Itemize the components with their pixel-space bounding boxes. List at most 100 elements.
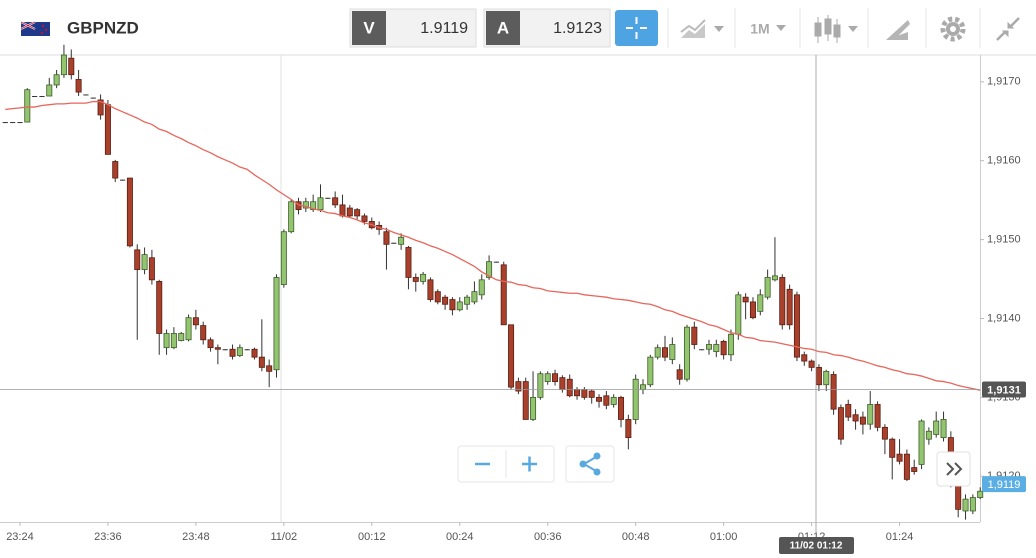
candle-body: [588, 390, 595, 398]
candle-body: [464, 296, 471, 305]
candle-body: [574, 389, 581, 397]
settings-button[interactable]: [940, 16, 966, 42]
last-price: 1,9119: [988, 479, 1021, 491]
candle-body: [10, 122, 16, 124]
candle-body: [471, 291, 478, 303]
ask-badge: [486, 11, 520, 45]
last-price-badge: [982, 476, 1026, 493]
candle-body: [647, 356, 654, 386]
x-tick-label: 00:12: [358, 531, 386, 543]
candle-body: [618, 396, 625, 420]
timeframe-arrow: [776, 25, 786, 31]
candle-body: [346, 207, 353, 217]
candle-body: [427, 279, 434, 300]
bid-label: V: [363, 18, 375, 37]
y-tick-label: 1,9160: [987, 155, 1021, 167]
candle-body: [596, 396, 603, 402]
candle-body: [705, 344, 712, 350]
candle-body: [119, 179, 126, 181]
x-tick-label: 23:36: [94, 531, 122, 543]
candle-body: [962, 498, 969, 512]
flag: [20, 21, 50, 36]
candle-body: [581, 389, 588, 398]
candle-body: [603, 395, 610, 406]
timeframe[interactable]: 1M: [750, 21, 769, 37]
candle-body: [515, 381, 522, 392]
chart-type-button[interactable]: [680, 19, 724, 38]
candle-body: [75, 79, 82, 93]
candle-body: [683, 326, 690, 380]
candle-body: [68, 57, 75, 76]
candle-body: [192, 317, 199, 326]
y-tick-label: 1,9170: [987, 76, 1021, 88]
candle-body: [808, 360, 815, 368]
candle-body: [478, 279, 485, 296]
candle-body: [793, 294, 800, 358]
candle-body: [141, 254, 148, 270]
candle-body: [757, 294, 764, 312]
x-tick-label: 00:48: [622, 531, 650, 543]
candle-body: [559, 377, 566, 390]
ask-price: 1.9123: [553, 20, 602, 37]
bid-price: 1.9119: [420, 20, 468, 37]
candle-body: [669, 344, 676, 360]
x-tick-label: 11/02: [270, 531, 297, 543]
candle-body: [493, 261, 500, 263]
candle-body: [90, 97, 96, 99]
candle-body: [398, 236, 405, 245]
candle-body: [244, 349, 250, 351]
candle-body: [126, 177, 133, 247]
candle-body: [881, 426, 888, 440]
zoom-in[interactable]: [522, 456, 537, 472]
candle-body: [522, 381, 529, 420]
candle-body: [852, 414, 859, 422]
candle-body: [508, 324, 515, 388]
candle-body: [699, 349, 705, 351]
candle-body: [104, 104, 111, 155]
candle-body: [112, 161, 119, 179]
candle-body: [786, 288, 793, 326]
candle-type-button[interactable]: [814, 15, 858, 43]
candle-body: [148, 257, 155, 281]
candle-body: [302, 201, 309, 209]
candle-body: [918, 420, 925, 465]
share-button[interactable]: [565, 445, 615, 483]
candle-body: [280, 231, 287, 285]
candle-body: [317, 197, 324, 211]
candle-body: [17, 122, 23, 124]
candle-body: [713, 344, 720, 353]
candle-body: [354, 209, 361, 217]
crosshair-button[interactable]: [615, 10, 658, 46]
symbol: GBPNZD: [67, 18, 139, 37]
candle-body: [867, 404, 874, 425]
candle-body: [60, 54, 67, 76]
candle-body: [969, 497, 976, 512]
candle-body: [727, 333, 734, 356]
x-tick-label: 23:24: [6, 531, 34, 543]
plot-area: 1,91701,91601,91501,91401,91301,912023:2…: [2, 44, 1021, 543]
candle-body: [412, 277, 419, 282]
candle-body: [405, 247, 412, 278]
candle-body: [625, 419, 632, 438]
candle-body: [552, 373, 559, 382]
scroll-right-button[interactable]: [936, 451, 971, 487]
candle-body: [200, 325, 207, 341]
candle-body: [258, 356, 265, 368]
candle-body: [288, 201, 295, 233]
candle-body: [46, 84, 53, 97]
draw-button[interactable]: [886, 20, 910, 40]
candle-body: [764, 277, 771, 298]
collapse-button[interactable]: [996, 17, 1020, 41]
candle-body: [163, 333, 170, 349]
candle-body: [903, 453, 910, 480]
candle-body: [735, 294, 742, 335]
candle-body: [214, 347, 221, 350]
candle-body: [32, 96, 38, 98]
crosshair-price: 1,9131: [987, 384, 1021, 396]
candle-body: [207, 339, 214, 349]
candle-body: [977, 490, 984, 498]
candle-body: [801, 354, 808, 362]
candle-body: [654, 347, 661, 358]
x-tick-label: 01:00: [710, 531, 738, 543]
